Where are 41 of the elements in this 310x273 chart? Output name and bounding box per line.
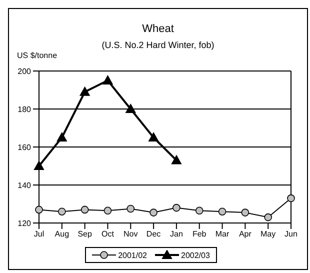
point	[287, 194, 295, 202]
point	[171, 155, 182, 164]
point	[80, 86, 90, 96]
point	[126, 104, 136, 113]
chart-subtitle: (U.S. No.2 Hard Winter, fob)	[100, 40, 216, 50]
y-tick-label: 120	[18, 218, 32, 228]
point	[35, 206, 43, 214]
point	[195, 206, 204, 215]
point	[80, 206, 89, 214]
point	[150, 208, 158, 216]
y-tick-label: 200	[18, 66, 32, 76]
point	[102, 76, 113, 84]
point	[104, 206, 112, 215]
point	[126, 204, 135, 213]
point	[264, 213, 272, 222]
chart-title: Wheat	[141, 23, 175, 35]
x-tick-label: Dec	[146, 230, 161, 239]
x-tick-label: Jun	[284, 230, 298, 239]
legend-label: 2001/02	[117, 250, 147, 260]
point	[172, 204, 180, 212]
point	[34, 161, 44, 170]
x-tick-label: Sep	[78, 230, 92, 239]
x-tick-label: Jan	[170, 230, 183, 239]
y-tick-label: 180	[18, 104, 32, 114]
point	[241, 208, 250, 216]
x-tick-label: Feb	[192, 230, 207, 239]
x-tick-label: May	[260, 230, 276, 239]
x-tick-label: Nov	[124, 230, 138, 239]
x-tick-label: Mar	[215, 230, 230, 239]
point	[218, 208, 226, 216]
legend-label: 2002/03	[180, 250, 210, 260]
x-tick-label: Aug	[54, 230, 70, 239]
point	[148, 132, 159, 142]
x-tick-label: Jul	[34, 230, 44, 239]
point	[56, 132, 67, 142]
x-tick-label: Apr	[238, 230, 252, 239]
point	[58, 208, 66, 216]
y-axis-title: US $/tonne	[17, 51, 58, 60]
x-tick-label: Oct	[102, 230, 115, 239]
y-tick-label: 140	[18, 180, 32, 190]
y-tick-label: 160	[18, 142, 32, 152]
